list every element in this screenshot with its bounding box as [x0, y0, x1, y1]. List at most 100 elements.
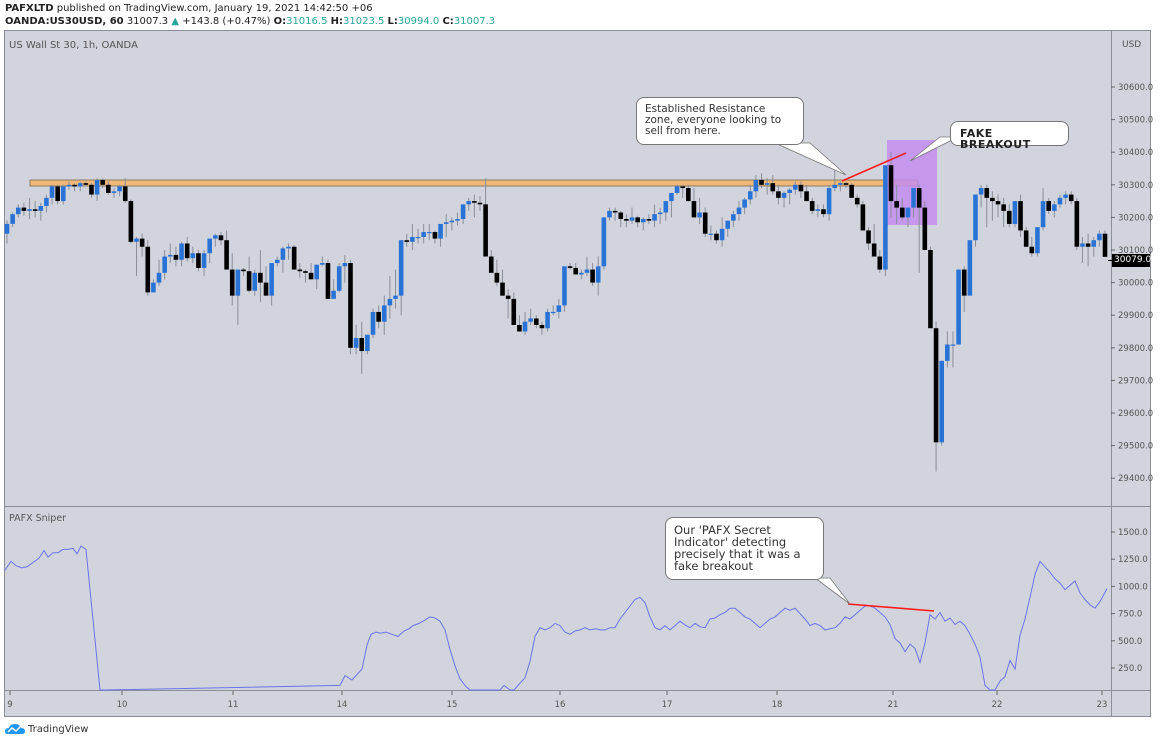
resistance-callout[interactable]: Established Resistance zone, everyone lo… [636, 97, 804, 145]
candle-body [590, 269, 595, 283]
candle-body [595, 266, 601, 283]
trend-line-indicator[interactable] [847, 603, 935, 612]
fake-breakout-callout[interactable]: FAKE BREAKOUT [950, 121, 1069, 150]
open-label: O: [273, 16, 287, 27]
candle-body [990, 197, 995, 202]
candle-body [973, 194, 978, 241]
candle-body [404, 240, 410, 242]
candle-body [365, 334, 370, 352]
candle-body [83, 183, 89, 185]
candle-body [1102, 233, 1108, 257]
candle-body [455, 219, 460, 221]
candle-body [15, 207, 21, 215]
candle-body [550, 311, 556, 314]
candle-body [111, 191, 117, 193]
candle-body [731, 214, 736, 221]
candle-body [640, 219, 646, 223]
candle-body [488, 256, 494, 273]
candle-body [888, 165, 894, 202]
candle-body [1091, 240, 1097, 247]
indicator-tick-label: 250.0 [1118, 664, 1142, 674]
candle-body [511, 298, 517, 325]
candle-body [1023, 230, 1029, 247]
candle-body [61, 186, 66, 202]
candle-body [753, 179, 759, 192]
candle-body [950, 344, 956, 346]
candle-body [1035, 227, 1040, 254]
price-axis-panel[interactable] [1111, 30, 1151, 717]
candle-body [66, 184, 72, 187]
candle-body [500, 282, 505, 296]
candle-body [714, 233, 719, 241]
time-tick-label: 16 [555, 700, 566, 710]
indicator-line [4, 545, 1108, 691]
time-tick-label: 23 [1097, 700, 1108, 710]
footer-branding[interactable]: TradingView [5, 723, 88, 735]
candle-body [229, 269, 235, 296]
price-tick-label: 29700.0 [1118, 376, 1153, 386]
main-pane-title: US Wall St 30, 1h, OANDA [9, 40, 138, 51]
candle-body [562, 266, 567, 306]
candle-body [1001, 204, 1006, 211]
candle-body [1074, 201, 1080, 247]
candle-body [922, 207, 928, 250]
candle-body [1012, 201, 1018, 224]
candle-body [916, 188, 922, 208]
candle-body [258, 272, 263, 283]
candle-body [156, 272, 162, 283]
candle-body [933, 328, 939, 443]
candle-body [139, 238, 145, 247]
candle-body [218, 235, 224, 241]
indicator-tick-label: 500.0 [1118, 637, 1142, 647]
brand-name: TradingView [28, 723, 89, 735]
candle-body [38, 205, 44, 211]
published-text: published on TradingView.com, January 19… [56, 3, 373, 14]
candle-body [866, 230, 871, 244]
indicator-tick-label: 1000.0 [1118, 582, 1148, 592]
price-tick-label: 29900.0 [1118, 311, 1153, 321]
resistance-zone[interactable] [29, 179, 919, 187]
candle-body [854, 197, 860, 205]
candle-body [984, 188, 990, 198]
price-tick-label: 29400.0 [1118, 474, 1153, 484]
currency-label: USD [1122, 40, 1142, 50]
candle-body [995, 201, 1001, 205]
candle-body [438, 223, 443, 239]
candle-body [967, 240, 973, 296]
candle-body [173, 254, 179, 260]
candle-body [21, 207, 27, 211]
low-value: 30994.0 [397, 16, 440, 27]
fake-breakout-callout-pointer [909, 136, 959, 162]
candle-body [224, 240, 229, 270]
candle-body [241, 269, 246, 272]
candle-body [184, 243, 190, 259]
publisher-name: PAFXLTD [5, 3, 54, 14]
candle-body [235, 269, 241, 296]
fake-breakout-box[interactable] [887, 140, 937, 225]
time-tick-label: 15 [447, 700, 458, 710]
candle-body [246, 271, 252, 291]
candle-body [151, 282, 156, 293]
candle-body [27, 209, 32, 211]
candle-body [978, 188, 984, 195]
candle-body [49, 186, 55, 198]
time-tick-label: 21 [888, 700, 899, 710]
candle-body [759, 179, 764, 185]
candle-body [55, 186, 60, 202]
candle-body [44, 197, 49, 206]
candle-body [1040, 201, 1046, 228]
chart-frame [4, 30, 1112, 717]
candle-body [342, 263, 348, 267]
symbol-label: OANDA:US30USD, 60 [5, 16, 124, 27]
candle-body [708, 233, 714, 235]
trend-line-price[interactable] [841, 152, 907, 182]
candle-body [1029, 246, 1035, 254]
candle-body [472, 201, 477, 203]
candle-body [736, 207, 742, 215]
indicator-callout[interactable]: Our 'PAFX Secret Indicator' detecting pr… [665, 517, 824, 580]
candle-body [956, 269, 961, 345]
candle-body [747, 191, 753, 200]
candle-body [1068, 194, 1074, 202]
candle-body [213, 235, 218, 239]
